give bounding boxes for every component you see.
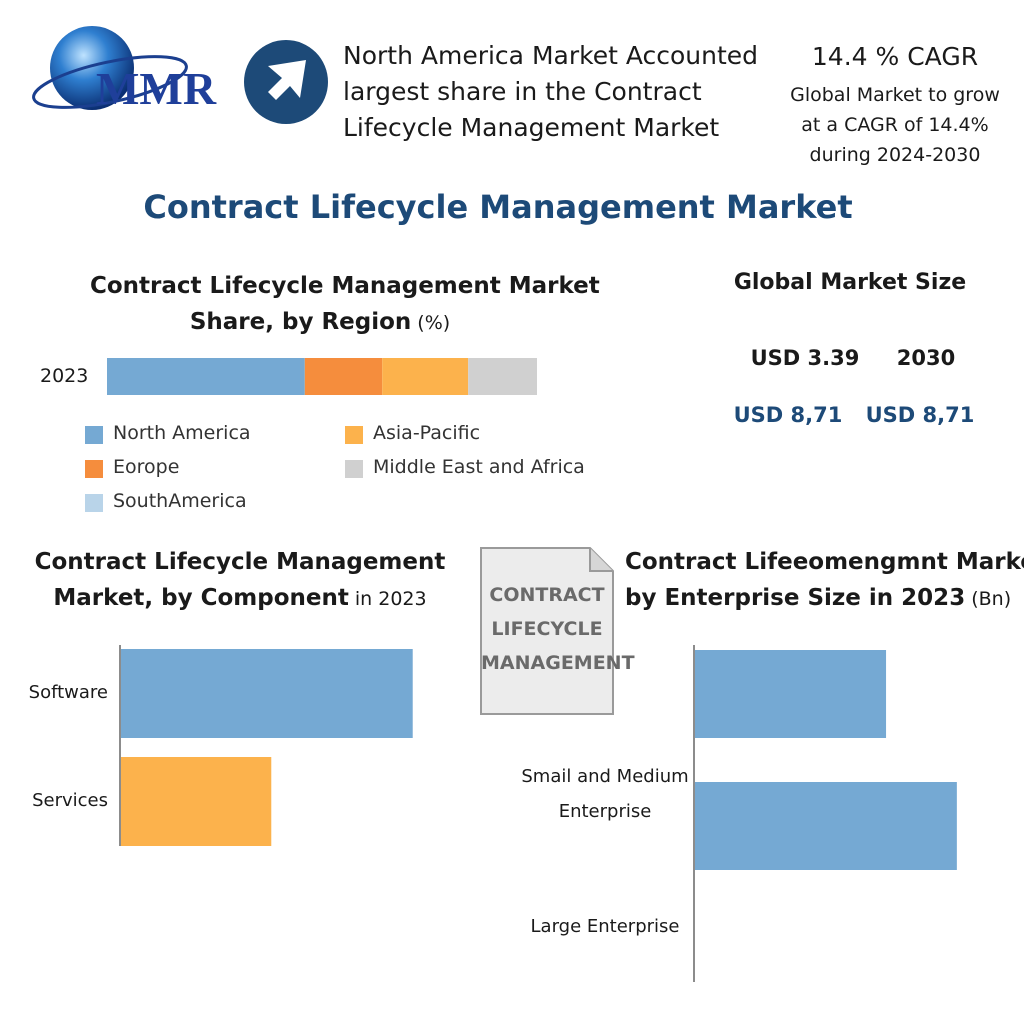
headline: North America Market Accounted largest sh…: [343, 38, 758, 146]
title-text: Share, by Region: [189, 309, 412, 335]
title-text: Market, by Component: [53, 585, 349, 611]
chart-title: Contract Lifecycle Management Market Shar…: [90, 268, 600, 341]
size-label: USD 3.39: [750, 346, 860, 370]
y-tick-label: 2023: [40, 365, 89, 387]
category-label: Services: [32, 789, 108, 811]
category-label: Smail and Medium Enterprise: [521, 766, 689, 822]
title-text: Contract Lifeeomengmnt Market,: [625, 549, 1024, 575]
bar-segment: [304, 358, 383, 395]
main-title: Contract Lifecycle Management Market: [143, 188, 853, 226]
icon-line: CONTRACT: [489, 584, 605, 606]
title-suffix: in 2023: [354, 588, 427, 610]
bar: [121, 649, 413, 738]
size-value: USD 8,71: [865, 403, 975, 427]
headline-line: North America Market Accounted: [343, 41, 759, 70]
bar: [121, 757, 272, 846]
chart-title-line: Contract Lifecycle Management Market: [90, 268, 600, 304]
title-suffix: (Bn): [971, 588, 1012, 610]
bar-segment: [107, 358, 305, 395]
icon-text: CONTRACT LIFECYCLE MANAGEMENT: [481, 578, 635, 680]
legend-label: Eorope: [113, 456, 180, 478]
bar-segment: [468, 358, 537, 395]
cagr-line: at a CAGR of 14.4%: [801, 114, 989, 136]
legend-swatch: [85, 460, 103, 478]
size-title: Global Market Size: [733, 270, 967, 295]
cagr-text: Global Market to grow at a CAGR of 14.4% d…: [775, 80, 1015, 170]
bar: [695, 782, 957, 870]
legend-label: SouthAmerica: [113, 490, 247, 512]
logo-text: MMR: [96, 63, 217, 114]
chart-title-line: Contract Lifecycle Management: [20, 544, 460, 580]
cagr-line: during 2024-2030: [809, 144, 981, 166]
title-suffix: (%): [417, 312, 451, 334]
logo-icon: [32, 26, 188, 110]
chart-title-line: Share, by Region (%): [90, 304, 550, 341]
document-icon: [480, 547, 614, 715]
chart-title: Contract Lifeeomengmnt Market, by Enterpr…: [625, 544, 1024, 617]
legend-label: Middle East and Africa: [373, 456, 585, 478]
bar-segment: [382, 358, 469, 395]
headline-line: largest share in the Contract: [343, 77, 702, 106]
legend-swatch: [345, 460, 363, 478]
cagr-line: Global Market to grow: [790, 84, 1000, 106]
arrow-icon: [244, 40, 328, 124]
bar: [695, 650, 887, 738]
headline-line: Lifecycle Management Market: [343, 113, 720, 142]
icon-line: MANAGEMENT: [481, 652, 635, 674]
size-label: 2030: [896, 346, 956, 370]
chart-title-line: Market, by Component in 2023: [20, 580, 460, 617]
category-label: Large Enterprise: [530, 915, 680, 937]
chart-title: Contract Lifecycle Management Market, by …: [20, 544, 460, 617]
title-text: Contract Lifecycle Management: [34, 549, 446, 575]
legend-swatch: [345, 426, 363, 444]
chart-title-line: Contract Lifeeomengmnt Market,: [625, 544, 1024, 580]
legend-swatch: [85, 494, 103, 512]
category-label: Software: [28, 681, 108, 703]
title-text: by Enterprise Size in 2023: [625, 585, 966, 611]
legend-label: North America: [113, 422, 251, 444]
cagr-title: 14.4 % CAGR: [811, 42, 979, 71]
icon-line: LIFECYCLE: [491, 618, 603, 640]
size-value: USD 8,71: [733, 403, 843, 427]
legend-swatch: [85, 426, 103, 444]
chart-title-line: by Enterprise Size in 2023 (Bn): [625, 580, 1012, 617]
legend-label: Asia-Pacific: [373, 422, 481, 444]
title-text: Contract Lifecycle Management Market: [90, 273, 600, 299]
